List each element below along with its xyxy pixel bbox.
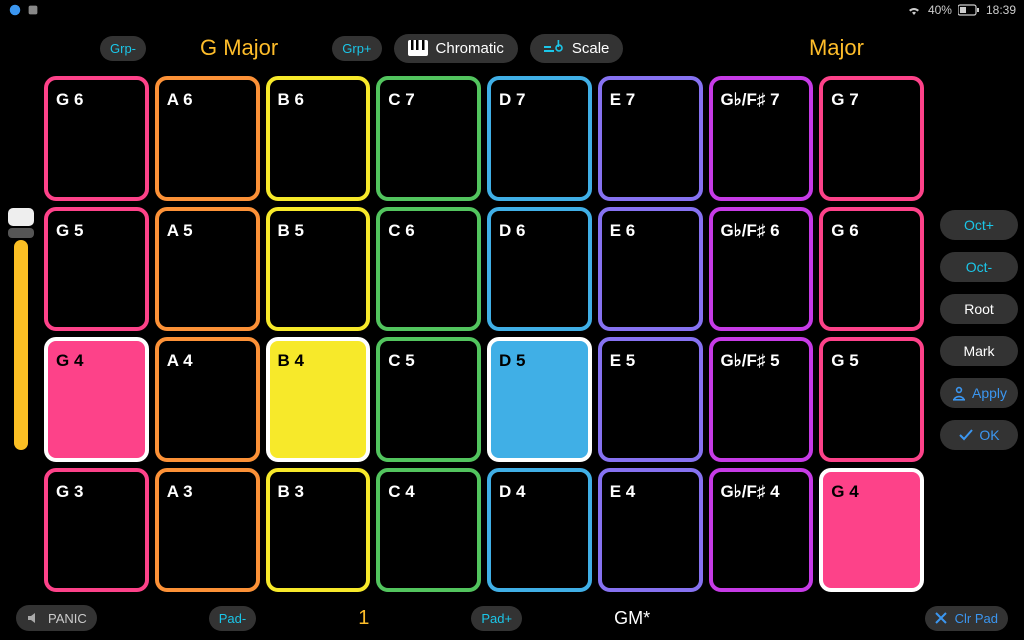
pad[interactable]: G 5 (819, 337, 924, 462)
pad[interactable]: G 5 (44, 207, 149, 332)
pad[interactable]: G♭/F♯ 4 (709, 468, 814, 593)
velocity-slider[interactable] (6, 200, 36, 460)
grp-plus-button[interactable]: Grp+ (332, 36, 381, 61)
preset-label: GM* (614, 608, 650, 629)
pad[interactable]: D 6 (487, 207, 592, 332)
battery-text: 40% (928, 3, 952, 17)
pad[interactable]: A 6 (155, 76, 260, 201)
panic-label: PANIC (48, 611, 87, 626)
page-number: 1 (358, 607, 369, 630)
scale-icon (544, 40, 564, 56)
app-icon-2 (26, 3, 40, 17)
x-icon (935, 612, 947, 624)
slider-thumb-2[interactable] (8, 228, 34, 238)
pad[interactable]: C 6 (376, 207, 481, 332)
pad[interactable]: G 3 (44, 468, 149, 593)
scale-right-label: Major (809, 35, 864, 61)
pad[interactable]: D 4 (487, 468, 592, 593)
apply-icon (951, 385, 967, 401)
ok-label: OK (979, 427, 999, 443)
piano-icon (408, 40, 428, 56)
scale-button[interactable]: Scale (530, 34, 624, 63)
pad[interactable]: E 7 (598, 76, 703, 201)
pad[interactable]: A 3 (155, 468, 260, 593)
chromatic-label: Chromatic (436, 40, 504, 57)
pad[interactable]: B 4 (266, 337, 371, 462)
pad[interactable]: B 5 (266, 207, 371, 332)
panic-button[interactable]: PANIC (16, 605, 97, 631)
side-buttons: Oct+ Oct- Root Mark Apply OK (940, 210, 1018, 450)
chromatic-button[interactable]: Chromatic (394, 34, 518, 63)
apply-button[interactable]: Apply (940, 378, 1018, 408)
pad-minus-button[interactable]: Pad- (209, 606, 256, 631)
pad[interactable]: D 5 (487, 337, 592, 462)
scale-btn-label: Scale (572, 40, 610, 57)
pad[interactable]: C 7 (376, 76, 481, 201)
pad[interactable]: G♭/F♯ 7 (709, 76, 814, 201)
mark-button[interactable]: Mark (940, 336, 1018, 366)
pad[interactable]: B 3 (266, 468, 371, 593)
root-button[interactable]: Root (940, 294, 1018, 324)
pad[interactable]: D 7 (487, 76, 592, 201)
pad[interactable]: G 6 (44, 76, 149, 201)
wifi-icon (906, 4, 922, 16)
speaker-mute-icon (26, 610, 42, 626)
pad[interactable]: A 5 (155, 207, 260, 332)
pad[interactable]: G 4 (44, 337, 149, 462)
pad[interactable]: B 6 (266, 76, 371, 201)
pad[interactable]: C 4 (376, 468, 481, 593)
clr-pad-button[interactable]: Clr Pad (925, 606, 1008, 631)
slider-thumb[interactable] (8, 208, 34, 226)
pad[interactable]: E 5 (598, 337, 703, 462)
pad-grid: G 6A 6B 6C 7D 7E 7G♭/F♯ 7G 7G 5A 5B 5C 6… (44, 76, 924, 592)
clr-pad-label: Clr Pad (955, 611, 998, 626)
pad[interactable]: C 5 (376, 337, 481, 462)
pad[interactable]: G 4 (819, 468, 924, 593)
apply-label: Apply (972, 385, 1007, 401)
ok-button[interactable]: OK (940, 420, 1018, 450)
pad-plus-button[interactable]: Pad+ (471, 606, 522, 631)
check-icon (958, 427, 974, 443)
pad[interactable]: G 6 (819, 207, 924, 332)
top-bar: Grp- G Major Grp+ Chromatic Scale Major (0, 28, 1024, 68)
oct-plus-button[interactable]: Oct+ (940, 210, 1018, 240)
pad[interactable]: A 4 (155, 337, 260, 462)
oct-minus-button[interactable]: Oct- (940, 252, 1018, 282)
app-icon-1 (8, 3, 22, 17)
grp-minus-button[interactable]: Grp- (100, 36, 146, 61)
battery-icon (958, 4, 980, 16)
clock: 18:39 (986, 3, 1016, 17)
pad[interactable]: G♭/F♯ 6 (709, 207, 814, 332)
bottom-bar: PANIC Pad- 1 Pad+ GM* Clr Pad (0, 600, 1024, 636)
pad[interactable]: E 4 (598, 468, 703, 593)
pad[interactable]: G 7 (819, 76, 924, 201)
pad[interactable]: G♭/F♯ 5 (709, 337, 814, 462)
scale-left-label: G Major (200, 35, 278, 61)
pad[interactable]: E 6 (598, 207, 703, 332)
status-bar: 40% 18:39 (0, 0, 1024, 20)
